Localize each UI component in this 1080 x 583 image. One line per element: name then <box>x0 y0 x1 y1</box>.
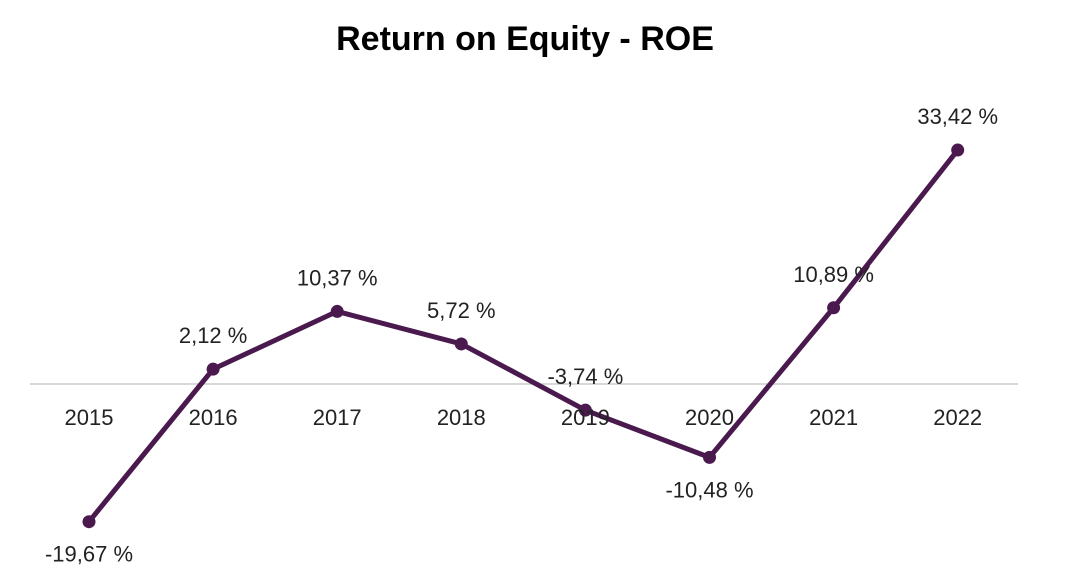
x-tick-label-2022: 2022 <box>933 405 982 430</box>
x-tick-label-2015: 2015 <box>65 405 114 430</box>
data-label-2020: -10,48 % <box>665 477 753 502</box>
data-label-2015: -19,67 % <box>45 542 133 567</box>
data-label-2016: 2,12 % <box>179 323 248 348</box>
chart-title: Return on Equity - ROE <box>336 20 714 58</box>
data-labels: -19,67 % 2,12 % 10,37 % 5,72 % -3,74 % -10,48… <box>45 104 998 567</box>
series-line <box>86 147 961 525</box>
data-label-2021: 10,89 % <box>793 262 874 287</box>
data-point-2018 <box>454 337 468 351</box>
data-label-2022: 33,42 % <box>917 104 998 129</box>
data-point-2016 <box>206 362 220 376</box>
x-tick-label-2020: 2020 <box>685 405 734 430</box>
data-markers <box>82 143 965 529</box>
data-point-2021 <box>827 301 841 315</box>
data-point-2017 <box>330 304 344 318</box>
x-tick-label-2016: 2016 <box>189 405 238 430</box>
data-point-2020 <box>703 450 716 464</box>
x-tick-label-2019: 2019 <box>561 405 610 430</box>
data-point-2022 <box>951 143 965 157</box>
x-tick-label-2021: 2021 <box>809 405 858 430</box>
x-tick-labels: 2015 2016 2017 2018 2019 2020 2021 2022 <box>65 405 983 430</box>
data-label-2018: 5,72 % <box>427 298 496 323</box>
x-tick-label-2018: 2018 <box>437 405 486 430</box>
data-point-2015 <box>82 515 96 529</box>
data-label-2017: 10,37 % <box>297 265 378 290</box>
data-label-2019: -3,74 % <box>547 364 623 389</box>
data-point-2019 <box>578 403 592 417</box>
x-tick-label-2017: 2017 <box>313 405 362 430</box>
